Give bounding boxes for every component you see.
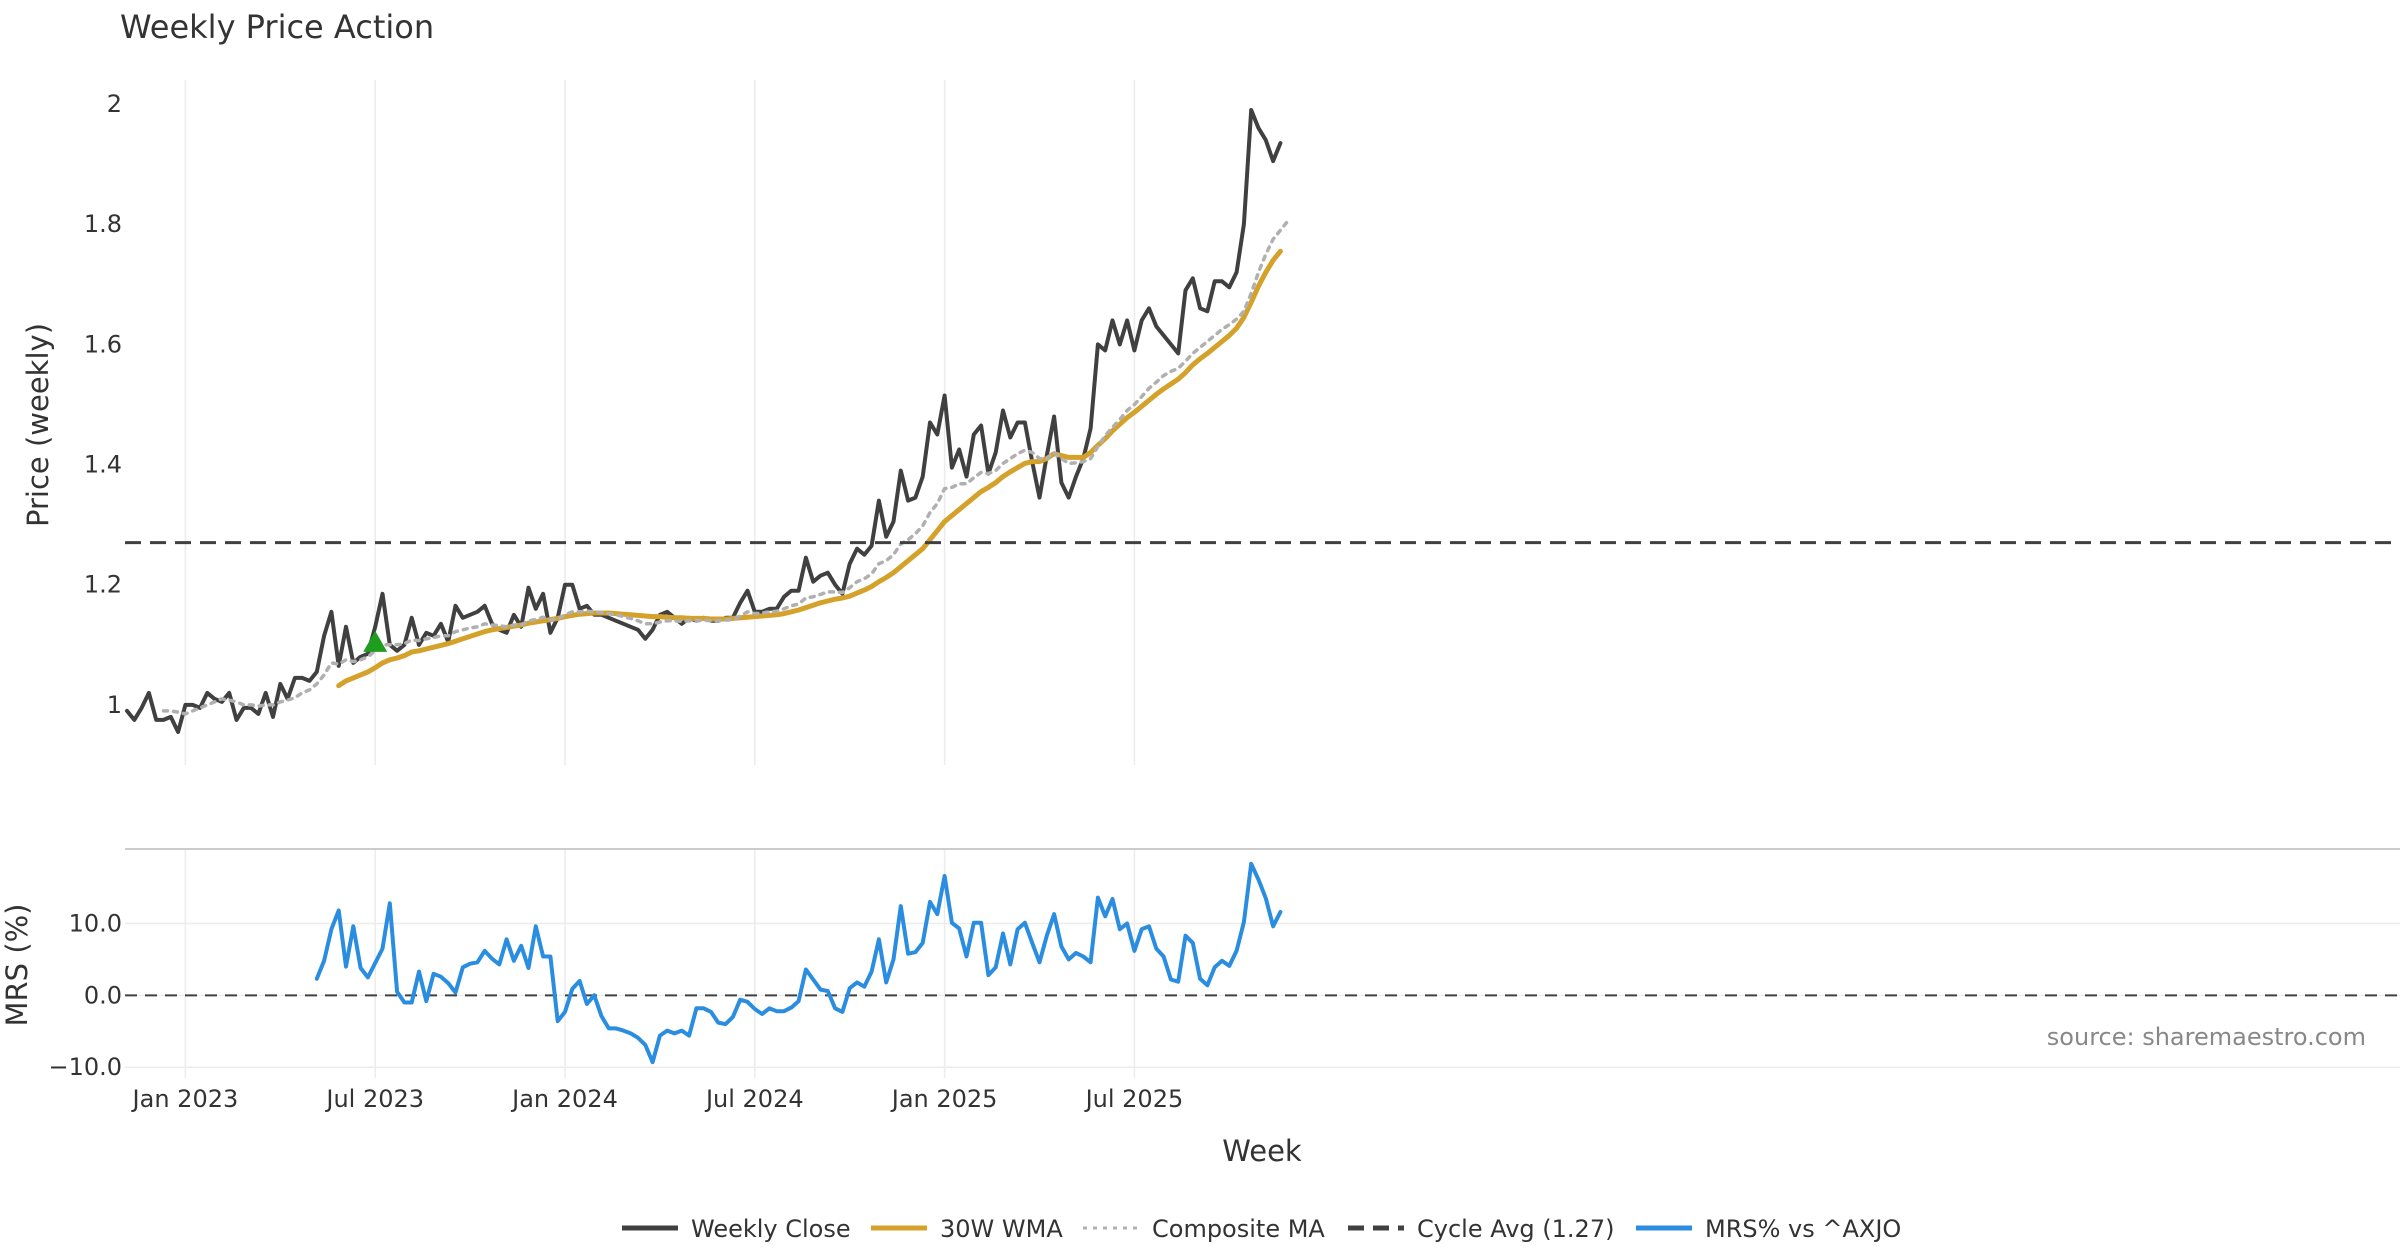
price-y-tick-label: 1.4 [84, 451, 122, 479]
price-y-tick-label: 1.8 [84, 210, 122, 238]
x-tick-label: Jan 2025 [890, 1085, 998, 1113]
price-y-tick-label: 1 [107, 691, 122, 719]
price-y-tick-label: 2 [107, 90, 122, 118]
price-y-tick-label: 1.6 [84, 330, 122, 358]
chart-title: Weekly Price Action [120, 8, 434, 46]
legend-item-label: 30W WMA [940, 1215, 1063, 1243]
legend-item-label: MRS% vs ^AXJO [1705, 1215, 1901, 1243]
mrs-line [314, 861, 1283, 1065]
x-tick-label: Jul 2025 [1084, 1085, 1184, 1113]
30w-wma-line [336, 248, 1283, 689]
weekly-close-line [125, 108, 1283, 734]
mrs-y-tick-label: −10.0 [48, 1053, 122, 1081]
x-tick-label: Jul 2023 [324, 1085, 424, 1113]
legend-item-label: Weekly Close [691, 1215, 851, 1243]
composite-ma-line [161, 219, 1290, 716]
series-layer [125, 108, 2400, 1065]
legend: Weekly Close 30W WMA Composite MA Cycle Avg… [622, 1215, 1901, 1243]
x-tick-label: Jan 2024 [510, 1085, 618, 1113]
signal-triangle-marker [363, 630, 388, 652]
mrs-y-axis-label: MRS (%) [0, 904, 34, 1027]
axis-layer: Jan 2023 Jul 2023 Jan 2024 Jul 2024 Jan 2025… [48, 90, 1183, 1113]
legend-item-label: Cycle Avg (1.27) [1417, 1215, 1614, 1243]
mrs-y-tick-label: 10.0 [69, 909, 122, 937]
x-tick-label: Jan 2023 [131, 1085, 239, 1113]
x-tick-label: Jul 2024 [704, 1085, 804, 1113]
source-annotation: source: sharemaestro.com [2047, 1023, 2366, 1051]
mrs-y-tick-label: 0.0 [84, 981, 122, 1009]
legend-item-label: Composite MA [1152, 1215, 1325, 1243]
price-y-tick-label: 1.2 [84, 571, 122, 599]
x-axis-label: Week [1222, 1134, 1302, 1168]
price-y-axis-label: Price (weekly) [21, 323, 55, 527]
grid-layer [125, 80, 2400, 1078]
